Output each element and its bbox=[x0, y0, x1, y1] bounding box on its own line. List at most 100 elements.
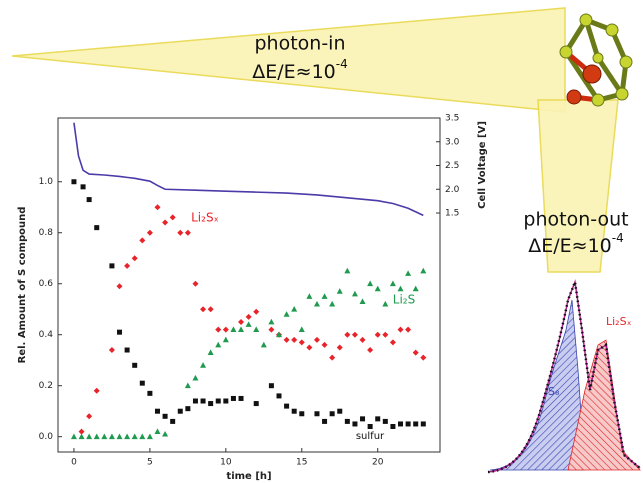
data-point bbox=[351, 290, 358, 297]
y-tick-label: 0.8 bbox=[39, 228, 54, 238]
plot-frame bbox=[57, 117, 441, 453]
data-point bbox=[382, 418, 388, 424]
data-point bbox=[124, 262, 131, 269]
data-point bbox=[200, 398, 206, 404]
data-point bbox=[154, 204, 161, 211]
data-point bbox=[215, 341, 222, 348]
data-point bbox=[207, 306, 214, 313]
data-point bbox=[222, 336, 229, 343]
data-point bbox=[283, 311, 290, 317]
data-point bbox=[412, 285, 419, 292]
data-point bbox=[184, 229, 191, 236]
data-point bbox=[313, 336, 320, 343]
data-point bbox=[268, 318, 275, 325]
y-tick-label: 0.4 bbox=[39, 330, 54, 340]
data-point bbox=[268, 326, 275, 333]
data-point bbox=[230, 326, 237, 333]
data-point bbox=[93, 387, 100, 394]
photon-in-label: photon-in bbox=[254, 33, 345, 55]
data-point bbox=[108, 347, 115, 354]
data-point bbox=[276, 393, 282, 399]
data-point bbox=[291, 306, 298, 312]
data-point bbox=[260, 341, 267, 348]
x-tick-label: 20 bbox=[372, 458, 384, 468]
data-point bbox=[306, 293, 313, 299]
data-point bbox=[389, 339, 396, 346]
data-point bbox=[375, 416, 381, 422]
data-point bbox=[93, 433, 100, 440]
data-point bbox=[413, 421, 419, 427]
data-point bbox=[336, 344, 343, 351]
data-point bbox=[223, 398, 229, 404]
photon-in-resolution: ΔE/E≈10-4 bbox=[252, 57, 347, 83]
x-axis-label: time [h] bbox=[226, 471, 271, 482]
data-point bbox=[238, 326, 245, 333]
data-point bbox=[124, 347, 130, 353]
data-point bbox=[238, 318, 245, 325]
data-point bbox=[420, 354, 427, 361]
data-point bbox=[215, 398, 221, 404]
data-point bbox=[374, 331, 381, 338]
data-point bbox=[344, 331, 351, 338]
data-point bbox=[139, 433, 146, 440]
data-point bbox=[420, 267, 427, 274]
data-point bbox=[397, 326, 404, 333]
y-axis-label: Rel. Amount of S compound bbox=[17, 207, 28, 364]
data-point bbox=[352, 421, 358, 427]
data-point bbox=[124, 433, 131, 440]
data-point bbox=[389, 280, 396, 287]
data-point bbox=[405, 270, 412, 276]
data-point bbox=[245, 313, 252, 320]
data-point bbox=[291, 408, 297, 414]
y-tick-label: 0.0 bbox=[39, 432, 54, 442]
data-point bbox=[336, 288, 343, 294]
data-point bbox=[139, 380, 145, 386]
data-point bbox=[253, 308, 260, 315]
y2-tick-label: 1.5 bbox=[445, 209, 459, 219]
data-point bbox=[207, 349, 214, 355]
data-point bbox=[253, 401, 259, 407]
data-point bbox=[215, 326, 222, 333]
data-point bbox=[321, 341, 328, 348]
data-point bbox=[284, 403, 290, 409]
y2-tick-label: 2.0 bbox=[445, 185, 460, 195]
data-point bbox=[192, 280, 199, 287]
data-point bbox=[70, 433, 77, 440]
resolution-exponent: -4 bbox=[336, 57, 348, 71]
data-point bbox=[116, 283, 123, 290]
data-point bbox=[367, 424, 373, 430]
data-point bbox=[245, 321, 252, 327]
data-point bbox=[253, 326, 260, 333]
data-point bbox=[86, 433, 93, 440]
data-point bbox=[78, 433, 85, 440]
data-point bbox=[222, 326, 229, 333]
data-point bbox=[94, 225, 100, 231]
data-point bbox=[162, 413, 168, 419]
data-point bbox=[405, 421, 411, 427]
data-point bbox=[367, 280, 374, 287]
photon-out-label: photon-out bbox=[523, 209, 628, 231]
data-point bbox=[185, 406, 191, 412]
data-point bbox=[329, 300, 336, 307]
data-point bbox=[139, 237, 146, 244]
sulfur-label: sulfur bbox=[356, 431, 385, 442]
data-point bbox=[322, 418, 328, 424]
inset-label: Li₂Sₓ bbox=[606, 315, 632, 328]
data-point bbox=[298, 326, 305, 333]
data-point bbox=[154, 408, 160, 414]
data-point bbox=[398, 421, 404, 427]
data-point bbox=[230, 395, 236, 401]
data-point bbox=[200, 362, 207, 368]
data-point bbox=[86, 197, 92, 203]
data-point bbox=[382, 331, 389, 338]
data-point bbox=[397, 285, 404, 292]
data-point bbox=[420, 421, 426, 427]
data-point bbox=[192, 374, 199, 381]
y-tick-label: 1.0 bbox=[39, 177, 54, 187]
data-point bbox=[131, 433, 138, 440]
data-point bbox=[344, 267, 351, 274]
data-point bbox=[382, 300, 389, 307]
data-point bbox=[208, 401, 214, 407]
data-point bbox=[108, 433, 115, 440]
